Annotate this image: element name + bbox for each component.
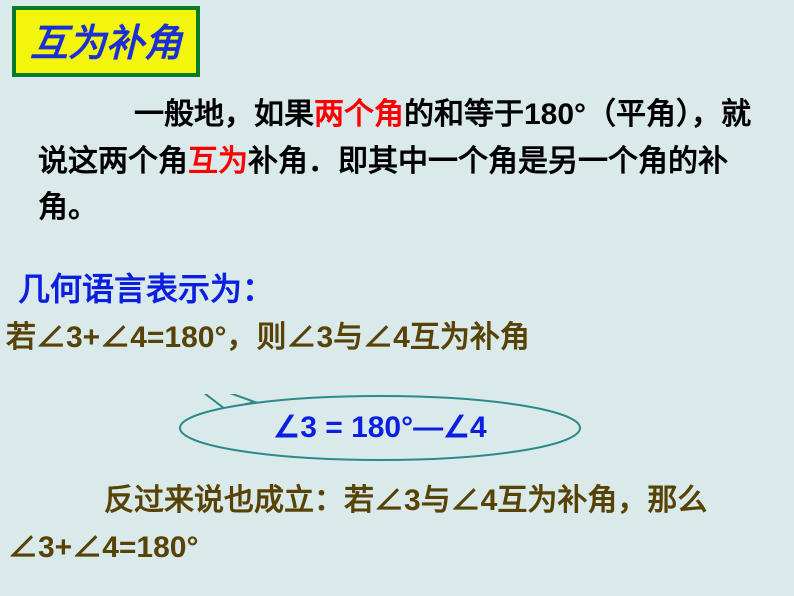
slide-title: 互为补角 [30, 23, 182, 65]
geom-language-body: 若∠3+∠4=180°，则∠3与∠4互为补角 [6, 314, 786, 362]
def-seg2-red: 两个角 [314, 98, 404, 131]
def-seg1: 一般地，如果 [134, 98, 314, 131]
geom-language-header: 几何语言表示为： [18, 264, 274, 310]
geom-body-line1: 若∠3+∠4=180°，则∠3与∠4互为补角 [6, 321, 530, 354]
converse-text: 反过来说也成立：若∠3与∠4互为补角，那么∠3+∠4=180° [8, 484, 707, 564]
converse-paragraph: 反过来说也成立：若∠3与∠4互为补角，那么∠3+∠4=180° [8, 478, 788, 571]
definition-paragraph: 一般地，如果两个角的和等于180°（平角），就说这两个角互为补角．即其中一个角是… [38, 92, 758, 232]
formula-text: ∠3 = 180°—∠4 [170, 410, 590, 445]
def-seg4-red: 互为 [188, 145, 248, 178]
slide-title-box: 互为补角 [12, 6, 200, 77]
formula-callout: ∠3 = 180°—∠4 [170, 394, 590, 462]
